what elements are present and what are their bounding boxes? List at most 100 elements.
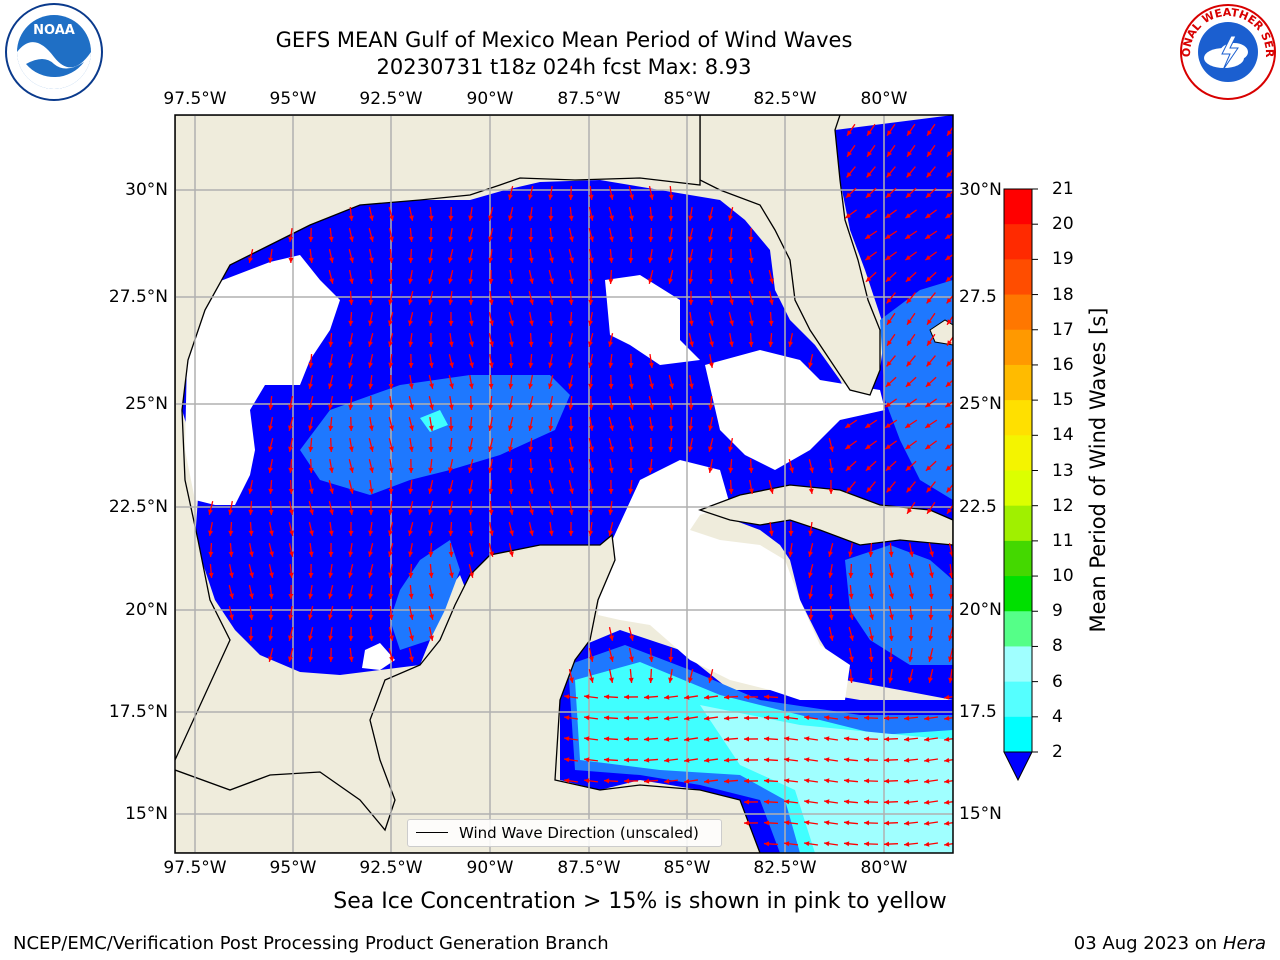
wind-wave-arrowhead [927,508,932,514]
wind-wave-arrowhead [429,383,434,389]
wind-wave-arrowhead [248,488,254,494]
wind-wave-arrowhead [508,194,513,200]
wind-wave-arrowhead [588,257,594,263]
sea-ice-caption: Sea Ice Concentration > 15% is shown in … [333,889,947,914]
colorbar-tick-label: 8 [1052,636,1063,657]
wind-wave-arrowhead [508,509,514,515]
wind-wave-arrowhead [624,715,630,721]
wind-wave-arrowhead [925,192,932,198]
wind-wave-arrowhead [664,694,670,700]
wind-wave-arrowhead [528,425,534,431]
wind-wave-arrowhead [628,383,634,389]
wind-wave-arrowhead [947,340,952,346]
wind-wave-arrowhead [528,467,534,473]
wind-wave-arrowhead [608,278,614,284]
wind-wave-arrowhead [528,362,534,368]
wind-wave-arrowhead [784,841,790,847]
wind-wave-arrowhead [608,257,614,263]
wind-wave-arrowhead [904,799,910,805]
lon-tick-bottom: 82.5°W [753,858,817,878]
wind-wave-arrowhead [708,677,713,683]
wind-wave-arrowhead [348,236,354,242]
wind-wave-arrowhead [668,425,674,431]
wind-wave-arrowhead [308,425,314,431]
map-border [174,114,954,854]
wind-wave-arrowhead [448,425,454,431]
wind-wave-arrowhead [228,509,234,515]
wind-wave-arrowhead [288,593,294,599]
wind-wave-arrowhead [388,383,394,389]
wind-wave-arrowhead [868,635,874,641]
colorbar-tick-label: 20 [1052,214,1074,235]
wind-wave-arrowhead [845,465,852,471]
wind-wave-arrowhead [468,383,474,389]
wind-wave-arrowhead [268,635,274,641]
wind-wave-arrowhead [388,299,394,305]
wind-wave-arrowhead [248,614,254,620]
wind-wave-arrowhead [308,614,313,620]
wind-wave-arrowhead [489,341,494,347]
nws-logo: NATIONAL WEATHER SERVICE [1176,2,1276,100]
wind-wave-arrowhead [648,194,654,200]
wind-wave-arrowhead [408,656,414,662]
wind-wave-arrowhead [528,215,534,221]
wind-wave-arrowhead [948,677,953,683]
wind-wave-arrowhead [548,467,554,473]
wind-wave-arrowhead [408,530,413,536]
wind-wave-arrowhead [864,820,870,826]
wind-wave-arrowhead [448,299,454,305]
wind-wave-arrowhead [728,446,734,452]
wind-wave-arrowhead [947,130,952,136]
wind-wave-arrowhead [664,736,670,742]
wind-wave-arrowhead [528,383,534,389]
colorbar-tick-label: 2 [1052,742,1063,762]
wind-wave-arrowhead [568,446,574,452]
wind-wave-arrowhead [684,757,690,763]
wind-wave-arrowhead [428,257,434,263]
wind-wave-arrowhead [589,236,594,242]
wind-wave-arrowhead [688,383,694,389]
wind-wave-arrowhead [308,257,314,263]
wind-wave-arrowhead [488,215,493,221]
wind-wave-arrowhead [408,236,414,242]
wind-wave-arrowhead [628,656,634,662]
wind-wave-arrowhead [884,715,890,721]
wind-wave-arrowhead [348,551,354,557]
wind-wave-arrowhead [448,278,453,284]
wind-wave-arrowhead [469,572,474,578]
wind-wave-arrowhead [308,593,314,599]
wind-wave-arrowhead [448,509,454,515]
wind-wave-arrowhead [908,614,914,620]
colorbar-segment [1004,329,1032,366]
wind-wave-arrowhead [885,276,892,282]
lon-tick-bottom: 95°W [269,858,317,878]
wind-wave-arrowhead [728,278,734,284]
wind-wave-arrowhead [428,299,433,305]
wind-wave-arrowhead [448,572,454,578]
wind-wave-arrowhead [609,446,614,452]
wind-wave-arrowhead [469,341,474,347]
noaa-logo-text: NOAA [33,23,75,38]
wind-wave-arrowhead [828,614,834,620]
wind-wave-arrowhead [584,757,590,763]
wind-wave-arrowhead [508,236,514,242]
wind-wave-arrowhead [945,255,951,261]
wind-wave-arrowhead [389,446,394,452]
wind-wave-arrowhead [388,572,394,578]
masked-area [362,643,395,670]
wind-wave-arrowhead [588,383,594,389]
wind-wave-arrowhead [488,509,494,515]
wind-wave-arrowhead [728,215,733,221]
lat-tick-left: 17.5°N [108,702,168,722]
lat-tick-left: 20°N [125,600,168,620]
wind-wave-arrowhead [528,236,534,242]
wind-wave-arrowhead [569,257,574,263]
wind-wave-arrowhead [348,509,354,515]
wind-wave-arrowhead [288,488,294,494]
wind-wave-arrowhead [866,486,872,493]
wind-wave-arrowhead [609,656,614,662]
wind-wave-arrowhead [644,694,650,700]
wind-wave-arrowhead [368,572,373,578]
wind-wave-arrowhead [568,383,574,389]
wind-wave-arrowhead [368,509,374,515]
